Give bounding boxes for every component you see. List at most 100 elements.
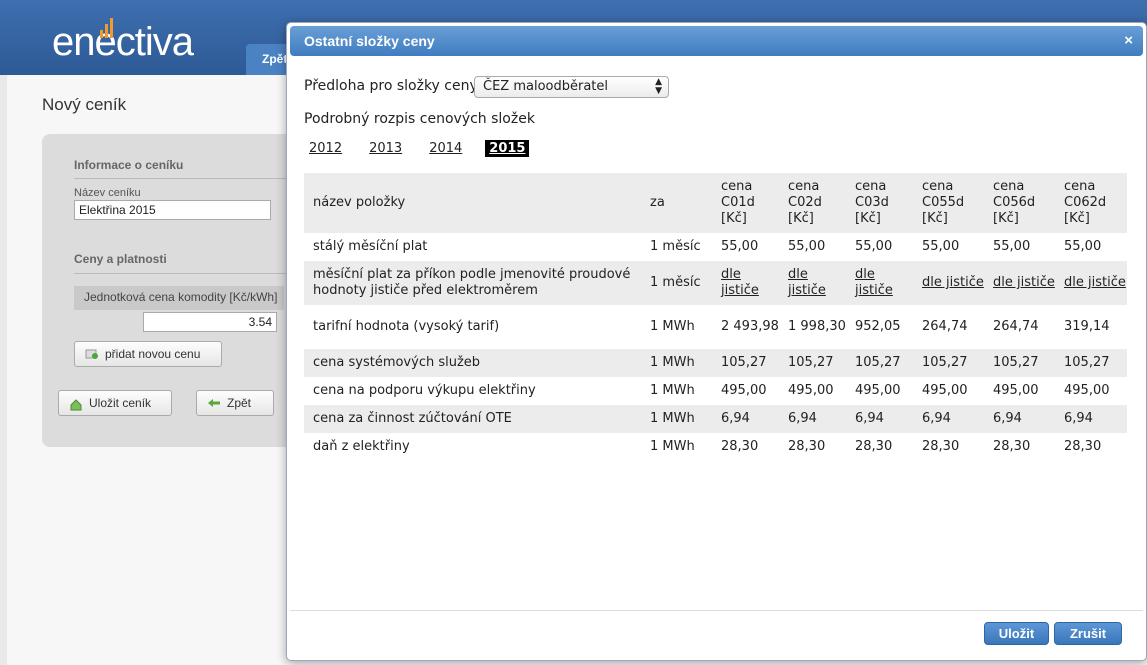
per-breaker-link[interactable]: dle jističe [922, 275, 984, 290]
save-pricelist-button[interactable]: Uložit ceník [58, 390, 172, 416]
column-header-per: za [650, 195, 665, 210]
commodity-price-column-header: Jednotková cena komodity [Kč/kWh] [74, 286, 284, 310]
item-per: 1 MWh [650, 439, 695, 454]
price-cell: 55,00 [1064, 239, 1102, 254]
save-icon [69, 397, 83, 411]
add-icon [85, 348, 99, 360]
price-cell: 495,00 [922, 383, 968, 398]
breakdown-title: Podrobný rozpis cenových složek [304, 111, 535, 127]
price-components-table: název položky za cena C01d [Kč] cena C02… [304, 173, 1127, 461]
price-cell: 6,94 [788, 411, 817, 426]
template-label: Předloha pro složky ceny [304, 78, 478, 94]
per-breaker-link[interactable]: dle jističe [1064, 275, 1126, 290]
table-row: daň z elektřiny 1 MWh 28,30 28,30 28,30 … [304, 433, 1127, 461]
year-tab-2015[interactable]: 2015 [485, 140, 530, 157]
column-header-name: název položky [313, 195, 406, 210]
column-header-c056d: cena C056d [Kč] [993, 179, 1036, 226]
dialog-title: Ostatní složky ceny [304, 33, 435, 49]
price-cell: 1 998,30 [788, 319, 846, 334]
per-breaker-link[interactable]: dle jističe [855, 267, 893, 298]
enectiva-logo[interactable]: enectiva [52, 20, 194, 64]
price-cell: 6,94 [855, 411, 884, 426]
item-per: 1 MWh [650, 355, 695, 370]
price-cell: 6,94 [1064, 411, 1093, 426]
year-tab-2012[interactable]: 2012 [309, 141, 343, 156]
item-name: měsíční plat za příkon podle jmenovité p… [313, 267, 631, 298]
year-tab-2013[interactable]: 2013 [369, 141, 403, 156]
price-cell: 6,94 [922, 411, 951, 426]
save-pricelist-label: Uložit ceník [89, 396, 152, 410]
column-header-c03d: cena C03d [Kč] [855, 179, 889, 226]
table-row: cena na podporu výkupu elektřiny 1 MWh 4… [304, 377, 1127, 405]
price-cell: 55,00 [855, 239, 893, 254]
column-header-c055d: cena C055d [Kč] [922, 179, 965, 226]
price-cell: 264,74 [922, 319, 968, 334]
item-name: daň z elektřiny [313, 439, 410, 454]
dialog-header: Ostatní složky ceny × [290, 26, 1143, 56]
close-icon[interactable]: × [1124, 32, 1133, 49]
logo-bars-icon [100, 16, 120, 38]
price-cell: 28,30 [993, 439, 1031, 454]
dialog-cancel-button[interactable]: Zrušit [1054, 622, 1122, 645]
year-tabs: 2012 2013 2014 2015 [305, 140, 530, 157]
template-select[interactable]: ČEZ maloodběratel ▲ ▼ [474, 76, 669, 98]
table-row: stálý měsíční plat 1 měsíc 55,00 55,00 5… [304, 233, 1127, 261]
price-cell: 28,30 [1064, 439, 1102, 454]
add-price-label: přidat novou cenu [105, 347, 201, 361]
item-per: 1 MWh [650, 383, 695, 398]
per-breaker-link[interactable]: dle jističe [993, 275, 1055, 290]
section-divider [74, 273, 290, 274]
price-cell: 28,30 [855, 439, 893, 454]
select-arrows-icon: ▲ ▼ [655, 77, 662, 96]
price-cell: 28,30 [788, 439, 826, 454]
column-header-c01d: cena C01d [Kč] [721, 179, 755, 226]
price-cell: 6,94 [993, 411, 1022, 426]
price-cell: 28,30 [721, 439, 759, 454]
arrow-left-icon [207, 397, 221, 409]
item-name: stálý měsíční plat [313, 239, 428, 254]
year-tab-2014[interactable]: 2014 [429, 141, 463, 156]
price-cell: 495,00 [721, 383, 767, 398]
price-cell: 105,27 [721, 355, 767, 370]
price-cell: 28,30 [922, 439, 960, 454]
prices-section-heading: Ceny a platnosti [74, 252, 167, 266]
item-name: tarifní hodnota (vysoký tarif) [313, 319, 500, 334]
price-cell: 55,00 [922, 239, 960, 254]
item-per: 1 MWh [650, 411, 695, 426]
item-per: 1 měsíc [650, 275, 701, 290]
dialog-save-button[interactable]: Uložit [984, 622, 1049, 645]
price-cell: 105,27 [855, 355, 901, 370]
pricelist-name-input[interactable]: Elektřina 2015 [74, 200, 271, 220]
item-per: 1 MWh [650, 319, 695, 334]
table-row: cena za činnost zúčtování OTE 1 MWh 6,94… [304, 405, 1127, 433]
other-price-components-dialog: Ostatní složky ceny × Předloha pro složk… [286, 22, 1147, 661]
add-price-button[interactable]: přidat novou cenu [74, 341, 222, 367]
price-cell: 952,05 [855, 319, 901, 334]
back-button[interactable]: Zpět [196, 390, 274, 416]
price-cell: 105,27 [922, 355, 968, 370]
dialog-footer-divider [290, 610, 1143, 611]
item-name: cena za činnost zúčtování OTE [313, 411, 512, 426]
item-name: cena systémových služeb [313, 355, 481, 370]
price-cell: 495,00 [993, 383, 1039, 398]
table-row: tarifní hodnota (vysoký tarif) 1 MWh 2 4… [304, 305, 1127, 349]
template-select-value: ČEZ maloodběratel [483, 79, 608, 94]
table-row: cena systémových služeb 1 MWh 105,27 105… [304, 349, 1127, 377]
item-name: cena na podporu výkupu elektřiny [313, 383, 536, 398]
pricelist-name-label: Název ceníku [74, 187, 141, 199]
price-cell: 495,00 [1064, 383, 1110, 398]
column-header-c02d: cena C02d [Kč] [788, 179, 822, 226]
price-cell: 105,27 [1064, 355, 1110, 370]
price-cell: 2 493,98 [721, 319, 779, 334]
price-cell: 55,00 [993, 239, 1031, 254]
price-cell: 105,27 [788, 355, 834, 370]
price-cell: 105,27 [993, 355, 1039, 370]
per-breaker-link[interactable]: dle jističe [788, 267, 826, 298]
per-breaker-link[interactable]: dle jističe [721, 267, 759, 298]
table-header-row: název položky za cena C01d [Kč] cena C02… [304, 173, 1127, 233]
price-cell: 495,00 [855, 383, 901, 398]
page-title: Nový ceník [42, 95, 127, 114]
commodity-price-input[interactable]: 3.54 [143, 312, 277, 332]
price-cell: 319,14 [1064, 319, 1110, 334]
table-row: měsíční plat za příkon podle jmenovité p… [304, 261, 1127, 305]
